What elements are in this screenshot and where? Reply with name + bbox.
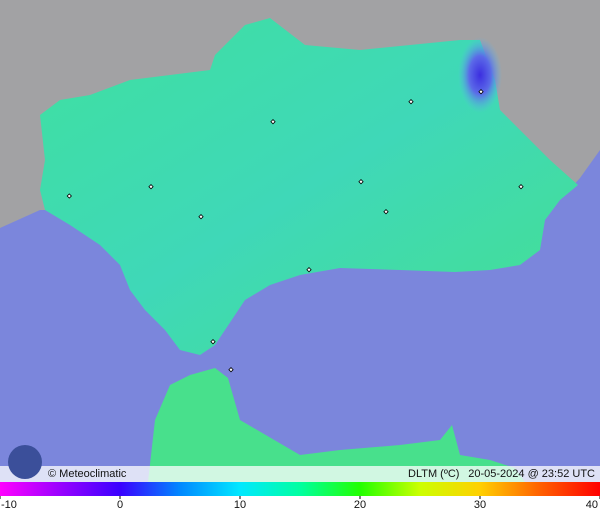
colorbar-tick-label: 40 [586, 499, 598, 511]
cold-spot [458, 37, 502, 113]
credit: © Meteoclimatic [48, 468, 127, 480]
variable: DLTM (ºC) [408, 468, 459, 480]
colorbar-tick-label: -10 [1, 499, 17, 511]
footer-bar [0, 466, 600, 482]
timestamp: 20-05-2024 @ 23:52 UTC [468, 468, 595, 480]
stations [66, 89, 524, 373]
logo [8, 445, 42, 479]
colorbar [0, 482, 600, 496]
colorbar-tick-label: 10 [234, 499, 246, 511]
colorbar-tick-label: 0 [117, 499, 123, 511]
morocco [148, 368, 525, 482]
andalusia [40, 18, 578, 355]
colorbar-tick-label: 20 [354, 499, 366, 511]
colorbar-tick-label: 30 [474, 499, 486, 511]
